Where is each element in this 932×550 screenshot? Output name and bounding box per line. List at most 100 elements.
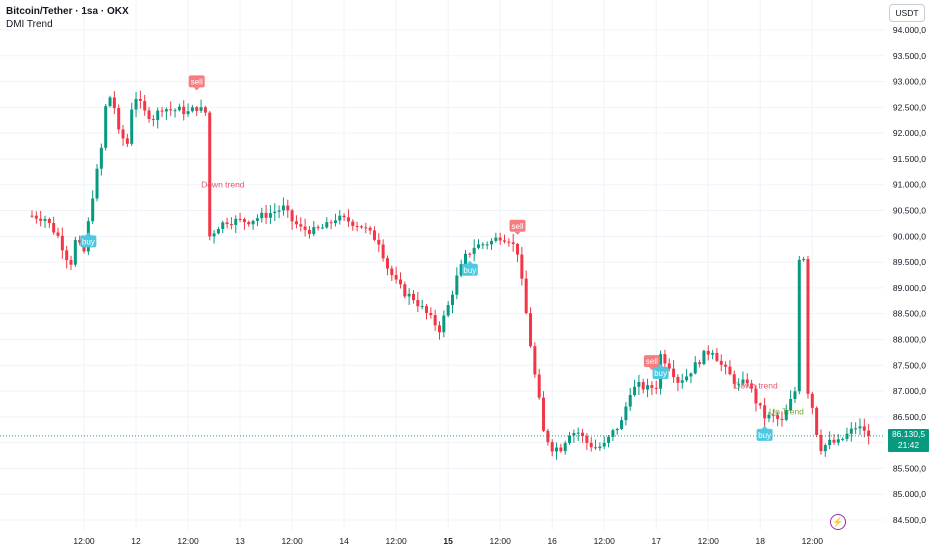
candle-body <box>663 354 667 364</box>
candle-body <box>268 213 272 218</box>
price-axis: 84.500,085.000,085.500,086.000,086.500,0… <box>893 25 926 525</box>
candle-body <box>641 382 645 390</box>
time-tick-label: 17 <box>652 536 662 546</box>
symbol-title[interactable]: Bitcoin/Tether · 1sa · OKX <box>6 6 129 17</box>
candle-body <box>763 405 767 419</box>
candle-body <box>698 362 702 365</box>
candle-body <box>854 428 858 430</box>
buy-signal-label: buy <box>758 431 771 440</box>
candle-body <box>95 168 99 199</box>
candle-body <box>78 240 82 243</box>
candle-body <box>277 210 281 212</box>
candle-body <box>156 110 160 121</box>
candle-body <box>416 300 420 307</box>
candle-body <box>333 220 337 224</box>
price-tick-label: 94.000,0 <box>893 25 926 35</box>
candle-body <box>407 293 411 297</box>
sell-signal-pointer <box>193 87 200 91</box>
candle-body <box>411 293 415 301</box>
indicator-name[interactable]: DMI Trend <box>6 19 53 30</box>
candle-body <box>485 244 489 246</box>
candle-body <box>177 106 181 111</box>
candle-body <box>637 382 641 387</box>
time-tick-label: 18 <box>756 536 766 546</box>
currency-button[interactable]: USDT <box>889 4 925 22</box>
candle-body <box>446 305 450 316</box>
candle-body <box>238 218 242 220</box>
candle-body <box>529 313 533 347</box>
price-tick-label: 85.500,0 <box>893 463 926 473</box>
candle-body <box>841 438 845 440</box>
candle-body <box>585 436 589 443</box>
candle-body <box>190 107 194 112</box>
candle-body <box>628 395 632 407</box>
candle-body <box>624 406 628 421</box>
candle-body <box>429 312 433 316</box>
candle-body <box>758 403 762 406</box>
candle-body <box>381 244 385 259</box>
candle-body <box>607 436 611 443</box>
candle-body <box>160 110 164 112</box>
candle-body <box>680 380 684 383</box>
candle-body <box>789 398 793 411</box>
time-tick-label: 12:00 <box>281 536 303 546</box>
sell-signal-label: sell <box>512 222 524 231</box>
candle-body <box>216 228 220 234</box>
candle-body <box>247 222 251 225</box>
candle-body <box>34 215 38 219</box>
candle-body <box>69 260 73 265</box>
candle-body <box>52 222 56 233</box>
time-tick-label: 12:00 <box>73 536 95 546</box>
candle-body <box>437 325 441 333</box>
candle-body <box>420 306 424 308</box>
candle-body <box>99 147 103 169</box>
buy-signal-pointer <box>85 232 92 236</box>
candle-body <box>39 218 43 221</box>
candle-body <box>611 430 615 437</box>
candle-body <box>151 119 155 121</box>
time-tick-label: 12:00 <box>802 536 824 546</box>
price-tick-label: 91.500,0 <box>893 154 926 164</box>
candle-body <box>494 237 498 241</box>
sell-signal-label: sell <box>191 77 203 86</box>
price-tick-label: 87.500,0 <box>893 360 926 370</box>
time-tick-label: 15 <box>443 536 453 546</box>
candle-body <box>689 373 693 377</box>
buy-signal-box <box>756 428 773 441</box>
candle-body <box>251 220 255 225</box>
lightning-icon[interactable]: ⚡ <box>830 514 846 530</box>
price-tick-label: 87.000,0 <box>893 386 926 396</box>
candle-body <box>615 428 619 431</box>
candle-body <box>225 222 229 225</box>
candle-body <box>316 227 320 229</box>
price-tick-label: 88.500,0 <box>893 309 926 319</box>
candle-body <box>312 227 316 234</box>
time-tick-label: 14 <box>339 536 349 546</box>
candle-body <box>351 221 355 226</box>
current-price-value: 86.130,5 <box>891 429 926 439</box>
candle-body <box>186 111 190 115</box>
candle-body <box>572 433 576 436</box>
candle-body <box>43 218 47 221</box>
time-tick-label: 16 <box>547 536 557 546</box>
candle-body <box>455 275 459 295</box>
candle-body <box>450 294 454 306</box>
candle-body <box>221 222 225 229</box>
time-tick-label: 12:00 <box>177 536 199 546</box>
candle-body <box>702 350 706 365</box>
buy-signal-box <box>461 263 478 276</box>
price-tick-label: 89.000,0 <box>893 283 926 293</box>
candle-body <box>823 445 827 452</box>
candle-body <box>542 397 546 431</box>
candle-body <box>325 222 329 228</box>
current-price-tag: 86.130,5 21:42 <box>888 429 929 452</box>
candle-body <box>299 224 303 227</box>
candle-body <box>550 442 554 452</box>
candle-body <box>424 306 428 313</box>
candle-body <box>355 225 359 227</box>
candle-body <box>676 377 680 383</box>
candle-body <box>398 279 402 285</box>
candle-body <box>780 418 784 420</box>
time-tick-label: 12:00 <box>385 536 407 546</box>
